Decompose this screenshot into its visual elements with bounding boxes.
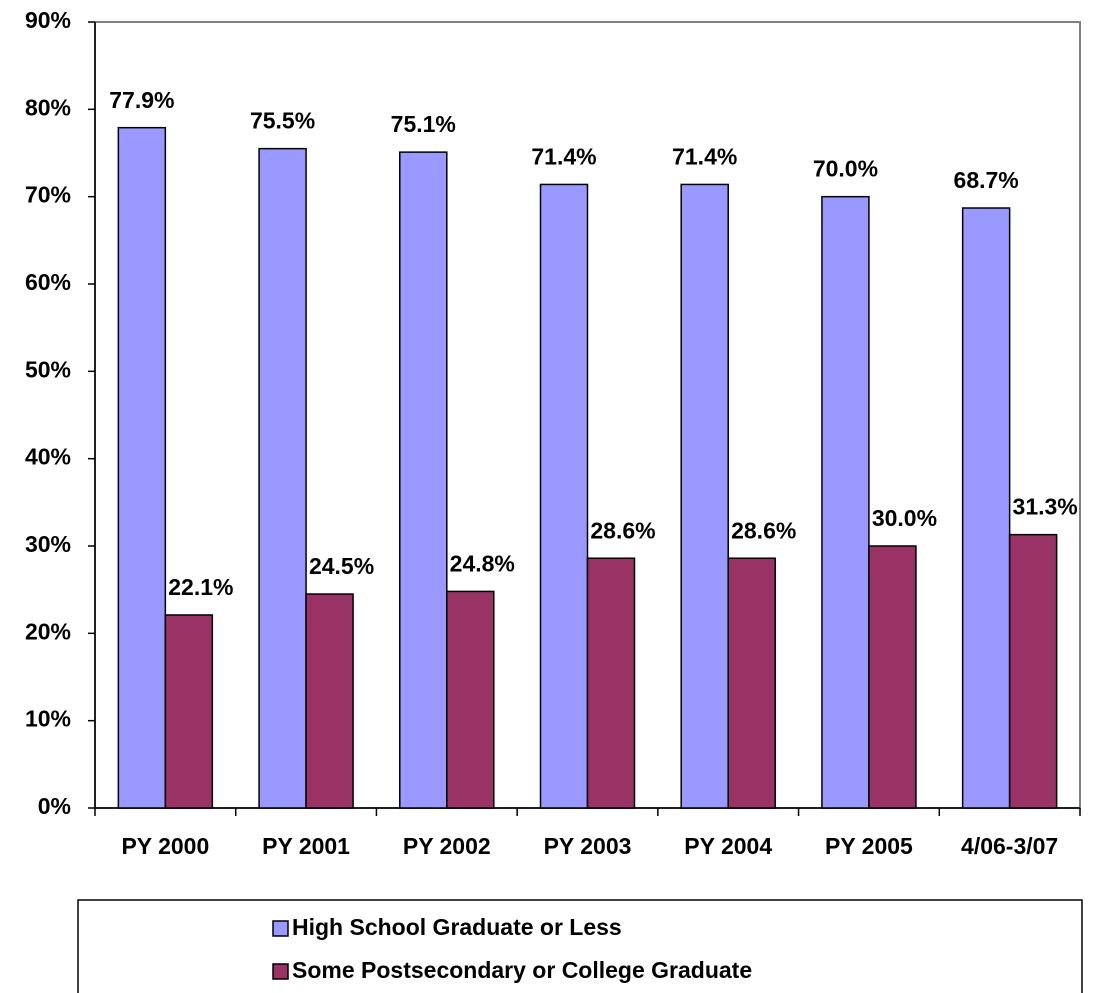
bar [1008,533,1058,809]
bar [680,183,729,809]
value-label: 75.1% [391,111,456,137]
value-label: 28.6% [590,517,655,543]
x-tick-label: PY 2004 [684,833,772,859]
y-tick-label: 70% [25,182,71,208]
y-tick-label: 10% [25,706,71,732]
value-label: 68.7% [954,167,1019,193]
x-tick-label: 4/06-3/07 [961,833,1058,859]
legend-label: High School Graduate or Less [292,914,622,940]
x-tick-label: PY 2000 [121,833,209,859]
value-label: 24.5% [309,553,374,579]
y-tick-label: 20% [25,618,71,644]
bar [164,614,214,809]
x-tick-label: PY 2003 [544,833,632,859]
legend-swatch [272,920,289,937]
value-label: 22.1% [168,574,233,600]
x-tick-label: PY 2002 [403,833,491,859]
value-label: 28.6% [731,517,796,543]
bar [821,195,870,809]
bar [539,183,589,809]
bar [586,557,636,809]
legend-swatch [272,963,289,980]
bar [305,593,354,809]
x-tick-label: PY 2005 [825,833,913,859]
bar [117,126,167,809]
legend-label: Some Postsecondary or College Graduate [292,957,752,983]
bar [868,545,917,809]
value-label: 31.3% [1013,494,1078,520]
bar [961,207,1011,809]
y-tick-label: 0% [38,793,71,819]
x-tick-label: PY 2001 [262,833,350,859]
y-tick-label: 50% [25,356,71,382]
bar [727,557,776,809]
bar [446,590,495,809]
value-label: 77.9% [109,87,174,113]
value-label: 70.0% [813,156,878,182]
value-label: 30.0% [872,505,937,531]
y-tick-label: 60% [25,269,71,295]
y-tick-label: 90% [25,7,71,33]
legend-box [77,899,1083,993]
value-label: 24.8% [450,550,515,576]
bar [258,147,307,809]
value-label: 71.4% [672,144,737,170]
y-tick-label: 40% [25,444,71,470]
y-tick-label: 80% [25,94,71,120]
value-label: 71.4% [531,144,596,170]
bar [399,151,448,809]
y-tick-label: 30% [25,531,71,557]
value-label: 75.5% [250,108,315,134]
